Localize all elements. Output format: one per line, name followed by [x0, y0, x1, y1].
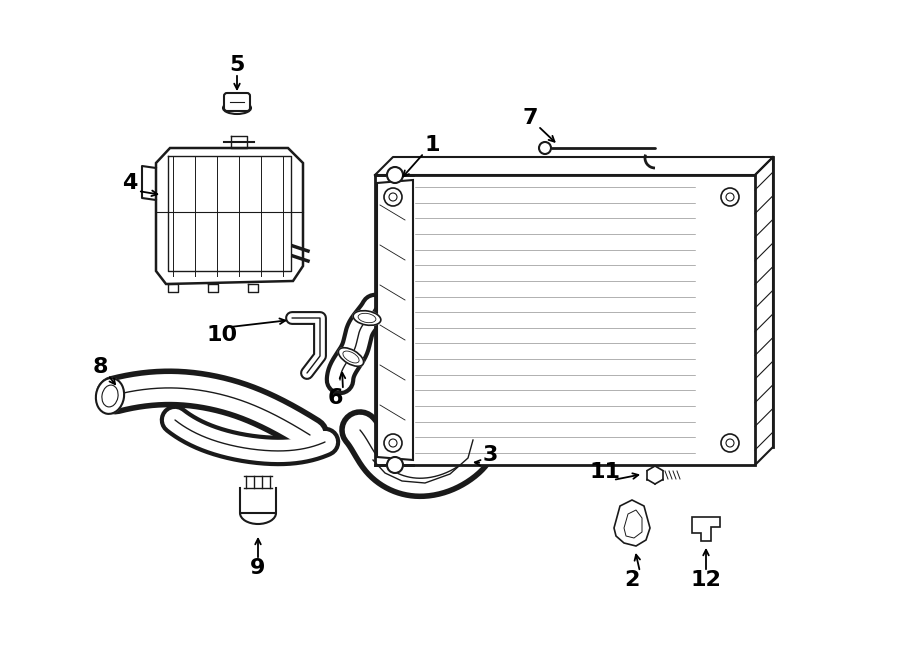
Text: 3: 3 — [482, 445, 498, 465]
Polygon shape — [156, 148, 303, 284]
Circle shape — [387, 167, 403, 183]
Text: 2: 2 — [625, 570, 640, 590]
Circle shape — [721, 188, 739, 206]
Bar — [375, 175, 755, 465]
Circle shape — [721, 434, 739, 452]
Text: 1: 1 — [424, 135, 440, 155]
Text: 12: 12 — [690, 570, 722, 590]
Circle shape — [384, 434, 402, 452]
Circle shape — [384, 188, 402, 206]
Text: 5: 5 — [230, 55, 245, 75]
FancyBboxPatch shape — [224, 93, 250, 111]
Ellipse shape — [338, 348, 364, 366]
Text: 9: 9 — [250, 558, 266, 578]
Text: 4: 4 — [122, 173, 138, 193]
Text: 8: 8 — [92, 357, 108, 377]
Text: 7: 7 — [522, 108, 538, 128]
Text: 10: 10 — [206, 325, 238, 345]
Text: 6: 6 — [328, 388, 343, 408]
Circle shape — [387, 457, 403, 473]
Ellipse shape — [353, 311, 381, 325]
Circle shape — [539, 142, 551, 154]
Ellipse shape — [96, 378, 124, 414]
Text: 11: 11 — [590, 462, 620, 482]
Ellipse shape — [223, 102, 251, 114]
